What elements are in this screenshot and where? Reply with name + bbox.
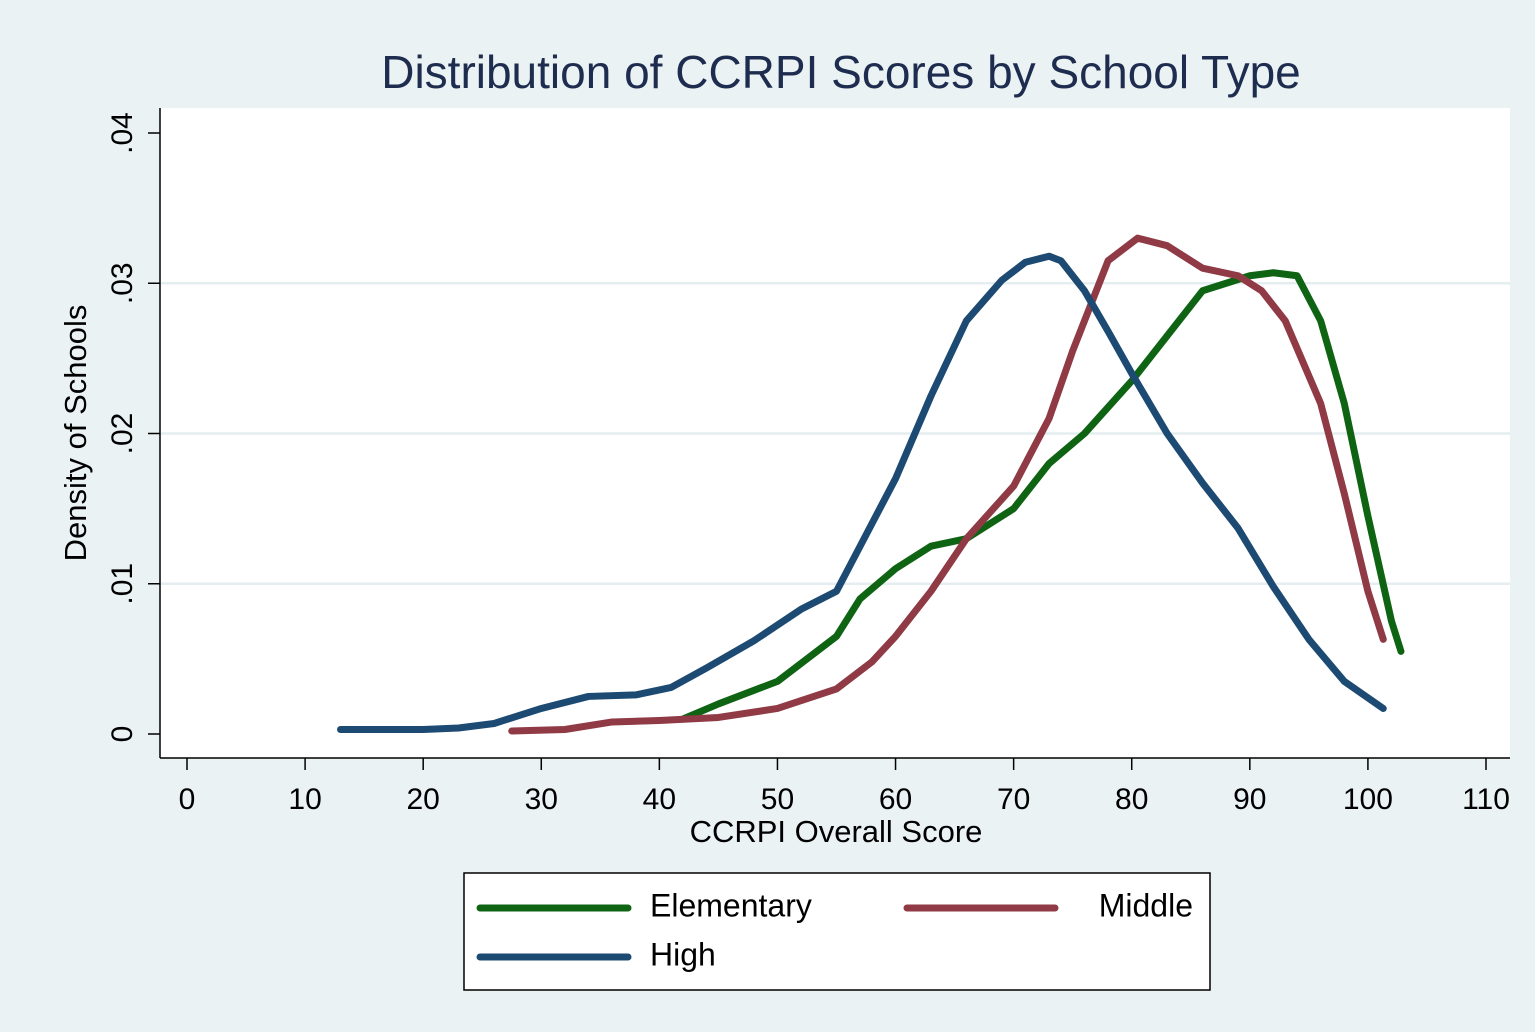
line-series xyxy=(679,269,1405,723)
x-tick-label: 10 xyxy=(288,783,321,816)
x-tick-label: 40 xyxy=(643,783,676,816)
x-tick-label: 0 xyxy=(179,783,196,816)
legend-label: Middle xyxy=(1099,887,1193,923)
x-tick-label: 110 xyxy=(1462,783,1510,816)
legend xyxy=(463,872,1211,991)
y-tick-label: 0 xyxy=(106,726,139,743)
x-tick-label: 50 xyxy=(761,783,794,816)
x-tick-label: 90 xyxy=(1233,783,1266,816)
legend-label: High xyxy=(650,936,716,972)
line-series xyxy=(337,252,1387,733)
x-axis-title: CCRPI Overall Score xyxy=(690,814,983,849)
legend-label: Elementary xyxy=(650,887,812,923)
y-tick-label: .03 xyxy=(106,262,139,304)
y-tick-label: .02 xyxy=(106,413,139,455)
x-tick-label: 70 xyxy=(997,783,1030,816)
x-tick-label: 20 xyxy=(406,783,439,816)
x-tick-label: 80 xyxy=(1115,783,1148,816)
x-tick-label: 100 xyxy=(1343,783,1393,816)
line-series xyxy=(508,234,1387,735)
y-axis-title: Density of Schools xyxy=(58,305,93,562)
x-tick-label: 60 xyxy=(879,783,912,816)
chart-title: Distribution of CCRPI Scores by School T… xyxy=(381,46,1301,98)
y-tick-label: .01 xyxy=(106,563,139,605)
y-tick-label: .04 xyxy=(106,112,139,154)
x-tick-label: 30 xyxy=(525,783,558,816)
